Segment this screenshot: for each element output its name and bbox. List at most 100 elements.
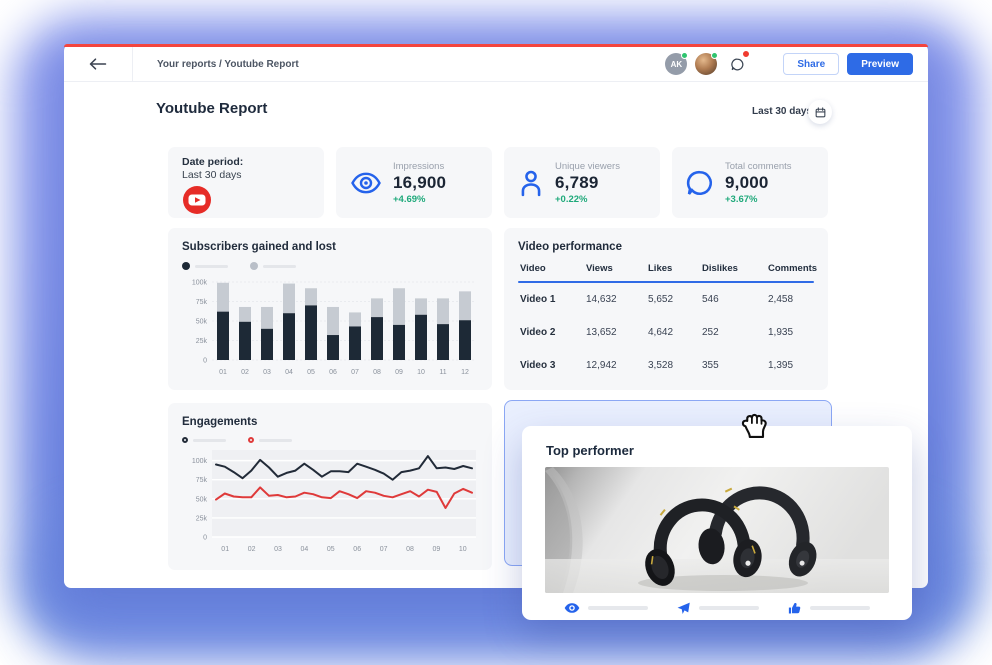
bar-segment-gained bbox=[261, 328, 273, 360]
bar-segment-lost bbox=[283, 283, 295, 314]
table-header-cell[interactable]: Dislikes bbox=[702, 263, 738, 274]
bar-segment-gained bbox=[327, 335, 339, 360]
table-cell: 355 bbox=[702, 360, 719, 371]
youtube-icon bbox=[183, 186, 211, 214]
y-axis-tick: 50k bbox=[196, 319, 208, 326]
date-period-card: Date period: Last 30 days bbox=[168, 147, 324, 218]
bar-segment-lost bbox=[327, 306, 339, 336]
bar-segment-lost bbox=[393, 288, 405, 325]
x-axis-tick: 08 bbox=[406, 546, 414, 553]
y-axis-tick: 75k bbox=[196, 477, 208, 484]
table-header-row: Video Views Likes Dislikes Comments bbox=[518, 263, 818, 281]
window-accent-bar bbox=[64, 44, 928, 47]
legend-item[interactable] bbox=[182, 437, 226, 443]
y-axis-tick: 100k bbox=[192, 280, 208, 287]
table-cell: 546 bbox=[702, 294, 719, 305]
comments-button[interactable] bbox=[725, 50, 751, 76]
bar-segment-gained bbox=[239, 321, 251, 360]
bar-segment-lost bbox=[437, 298, 449, 325]
top-performer-card[interactable]: Top performer bbox=[522, 426, 912, 620]
chart-title: Engagements bbox=[182, 416, 258, 428]
thumbs-up-icon[interactable] bbox=[787, 601, 802, 616]
avatar-photo[interactable] bbox=[695, 52, 719, 75]
table-cell: 5,652 bbox=[648, 294, 674, 305]
table-row[interactable]: Video 3 12,942 3,528 355 1,395 bbox=[518, 349, 814, 382]
x-axis-tick: 09 bbox=[395, 369, 403, 376]
user-icon bbox=[521, 170, 541, 196]
send-icon[interactable] bbox=[676, 601, 691, 616]
avatar-initials-label: AK bbox=[670, 59, 683, 69]
table-row[interactable]: Video 2 13,652 4,642 252 1,935 bbox=[518, 316, 814, 349]
impressions-card: Impressions 16,900 +4.69% bbox=[336, 147, 492, 218]
bar-segment-lost bbox=[459, 291, 471, 321]
back-button[interactable] bbox=[64, 47, 133, 81]
table-cell: 12,942 bbox=[586, 360, 617, 371]
x-axis-tick: 04 bbox=[301, 546, 309, 553]
bar-segment-gained bbox=[459, 320, 471, 360]
subscribers-chart-card: Subscribers gained and lost 0 25k 50k 75k 10… bbox=[168, 228, 492, 390]
stat-delta: +4.69% bbox=[393, 193, 426, 205]
stat-value: 16,900 bbox=[393, 172, 447, 192]
bar-segment-lost bbox=[415, 298, 427, 315]
legend-marker bbox=[250, 262, 258, 270]
chart-title: Subscribers gained and lost bbox=[182, 241, 337, 253]
table-cell: 1,935 bbox=[768, 327, 794, 338]
table-header-cell[interactable]: Views bbox=[586, 263, 613, 274]
x-axis-tick: 08 bbox=[373, 369, 381, 376]
x-axis-tick: 02 bbox=[241, 369, 249, 376]
page-title: Youtube Report bbox=[156, 100, 268, 117]
x-axis-tick: 05 bbox=[307, 369, 315, 376]
line-chart: 0 25k 50k 75k 100k 01 02 03 04 05 06 07 08 09 10 bbox=[192, 450, 476, 553]
legend-placeholder-line bbox=[195, 264, 228, 268]
bar-segment-gained bbox=[415, 314, 427, 360]
y-axis-tick: 25k bbox=[196, 338, 208, 345]
stat-value: 9,000 bbox=[725, 172, 769, 192]
card-footer-metrics bbox=[522, 598, 912, 618]
online-status-dot bbox=[711, 52, 719, 59]
table-cell: 4,642 bbox=[648, 327, 674, 338]
table-header-cell[interactable]: Likes bbox=[648, 263, 673, 274]
engagements-chart-card: Engagements 0 25k 50k 75k 100k 01 02 03 04 05 06 07… bbox=[168, 403, 492, 570]
table-header-divider bbox=[518, 281, 814, 283]
table-cell: 3,528 bbox=[648, 360, 674, 371]
date-picker-button[interactable] bbox=[808, 100, 832, 124]
legend-marker bbox=[182, 262, 190, 270]
table-header-cell[interactable]: Comments bbox=[768, 263, 818, 274]
line-series-series-2 bbox=[215, 486, 473, 509]
headphones-product-image bbox=[545, 467, 889, 593]
table-header-cell[interactable]: Video bbox=[520, 263, 546, 274]
x-axis-tick: 03 bbox=[274, 546, 282, 553]
table-row[interactable]: Video 1 14,632 5,652 546 2,458 bbox=[518, 283, 814, 316]
stat-delta: +0.22% bbox=[555, 193, 588, 205]
x-axis-tick: 06 bbox=[353, 546, 361, 553]
stat-value: 6,789 bbox=[555, 172, 599, 192]
placeholder-line bbox=[699, 606, 759, 610]
avatar-initials[interactable]: AK bbox=[665, 52, 689, 75]
share-button[interactable]: Share bbox=[783, 53, 840, 75]
x-axis-tick: 10 bbox=[459, 546, 467, 553]
legend-item[interactable] bbox=[250, 262, 296, 270]
eye-icon[interactable] bbox=[564, 602, 580, 614]
legend-marker bbox=[182, 437, 188, 443]
legend-item[interactable] bbox=[182, 262, 228, 270]
x-axis-tick: 01 bbox=[221, 546, 229, 553]
placeholder-line bbox=[810, 606, 870, 610]
x-axis-tick: 09 bbox=[433, 546, 441, 553]
x-axis-tick: 12 bbox=[461, 369, 469, 376]
placeholder-line bbox=[588, 606, 648, 610]
bar-segment-gained bbox=[283, 313, 295, 360]
chart-legend bbox=[182, 262, 478, 270]
stat-label: Unique viewers bbox=[555, 160, 620, 172]
legend-item[interactable] bbox=[248, 437, 292, 443]
table-cell: Video 2 bbox=[520, 327, 556, 338]
video-performance-table: Video Views Likes Dislikes Comments Video 1 14… bbox=[518, 263, 818, 382]
legend-marker bbox=[248, 437, 254, 443]
preview-button[interactable]: Preview bbox=[847, 53, 913, 75]
grab-cursor-icon bbox=[736, 408, 772, 449]
date-period-value: Last 30 days bbox=[182, 169, 242, 181]
notification-dot bbox=[742, 50, 751, 58]
x-axis-tick: 02 bbox=[248, 546, 256, 553]
x-axis-tick: 01 bbox=[219, 369, 227, 376]
x-axis-tick: 04 bbox=[285, 369, 293, 376]
y-axis-tick: 0 bbox=[203, 358, 207, 365]
